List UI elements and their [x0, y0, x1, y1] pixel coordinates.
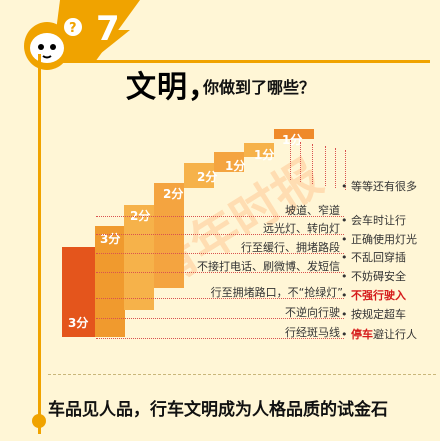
- score-bar: [184, 163, 214, 188]
- good-behavior-item: • 停车避让行人: [341, 328, 417, 341]
- dot-bullet-icon: •: [341, 251, 351, 264]
- footer-slogan: 车品见人品，行车文明成为人格品质的试金石: [48, 400, 388, 420]
- good-behavior-item: • 正确使用灯光: [341, 233, 417, 246]
- good-behavior-item: • 不妨碍安全: [341, 270, 406, 283]
- score-bar: [124, 205, 154, 310]
- score-label: 1分: [282, 133, 303, 147]
- badge-number: 7: [96, 9, 120, 49]
- good-behavior-item: • 按规定超车: [341, 308, 406, 321]
- dot-bullet-icon: •: [341, 180, 351, 193]
- left-rail: [38, 54, 41, 434]
- score-bar: [274, 129, 314, 139]
- guide-line: [96, 318, 344, 319]
- rail-dot: [32, 414, 46, 428]
- dot-bullet-icon: •: [341, 214, 351, 227]
- good-behavior-item: • 不乱回穿插: [341, 251, 406, 264]
- score-bar: [214, 152, 244, 172]
- svg-text:?: ?: [69, 21, 77, 36]
- guide-tick: [300, 142, 301, 182]
- score-label: 1分: [225, 159, 246, 173]
- good-behavior-item: • 会车时让行: [341, 214, 406, 227]
- question-mascot-icon: ?: [24, 16, 84, 70]
- score-label: 3分: [68, 316, 89, 330]
- behavior-context: 不接打电话、刷微博、发短信: [197, 260, 340, 273]
- score-bar: [62, 247, 96, 337]
- dot-bullet-icon: •: [341, 233, 351, 246]
- guide-tick: [335, 148, 336, 188]
- guide-line: [96, 253, 344, 254]
- guide-tick: [290, 140, 291, 180]
- behavior-context: 行至拥堵路口，不“抢绿灯”: [210, 286, 343, 299]
- guide-tick: [312, 144, 313, 184]
- score-label: 1分: [254, 148, 275, 162]
- score-label: 3分: [100, 232, 121, 246]
- guide-line: [96, 216, 344, 217]
- guide-tick: [345, 150, 346, 190]
- divider: [48, 374, 436, 375]
- behavior-context: 坡道、窄道: [285, 204, 340, 217]
- dot-bullet-icon: •: [341, 289, 351, 302]
- score-label: 2分: [163, 187, 184, 201]
- behavior-context: 行至缓行、拥堵路段: [241, 241, 340, 254]
- guide-line: [96, 338, 344, 339]
- page-title: 文明，: [126, 70, 219, 105]
- score-label: 2分: [197, 170, 218, 184]
- behavior-context: 远光灯、转向灯: [263, 222, 340, 235]
- good-behavior-item: • 等等还有很多: [341, 180, 417, 193]
- score-bar: [244, 143, 274, 157]
- guide-line: [96, 272, 344, 273]
- dot-bullet-icon: •: [341, 270, 351, 283]
- score-bar: [154, 183, 184, 288]
- dot-bullet-icon: •: [341, 308, 351, 321]
- guide-tick: [325, 146, 326, 186]
- guide-line: [96, 298, 344, 299]
- good-behavior-item: • 不强行驶入: [341, 289, 406, 302]
- page-subtitle: 你做到了哪些？: [203, 78, 316, 97]
- dot-bullet-icon: •: [341, 328, 351, 341]
- behavior-context: 行经斑马线: [285, 326, 340, 339]
- behavior-context: 不逆向行驶: [285, 306, 340, 319]
- title-arrow-banner: [0, 0, 438, 98]
- guide-line: [96, 234, 344, 235]
